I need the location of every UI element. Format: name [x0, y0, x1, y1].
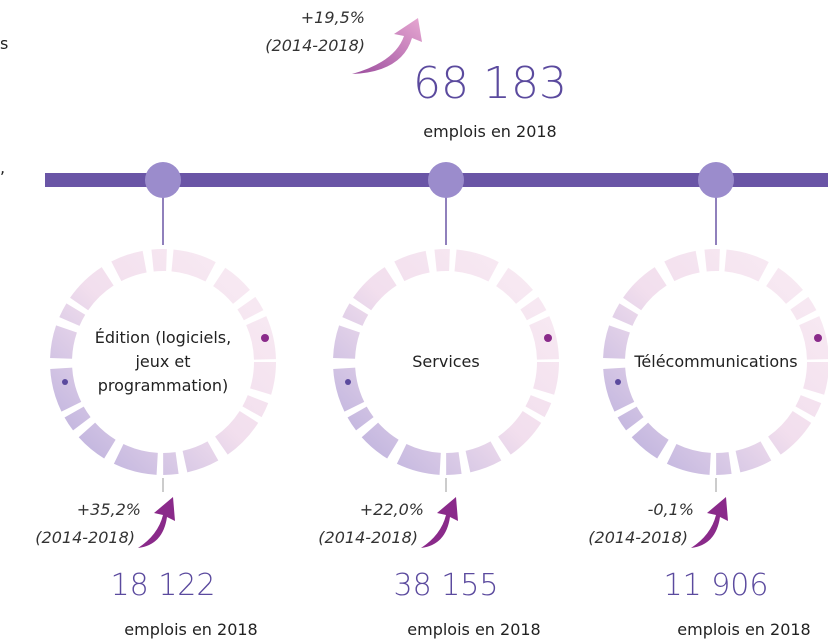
ring-inner: [628, 274, 804, 450]
growth-arrow: [421, 497, 458, 548]
ring-inner: [358, 274, 534, 450]
sector-change: -0,1%: [647, 500, 694, 519]
ring-inner: [75, 274, 251, 450]
total-value: 68 183: [413, 58, 567, 109]
sector-label: Télécommunications: [634, 352, 798, 371]
growth-arrow: [691, 497, 728, 548]
sector-period: (2014-2018): [35, 528, 135, 547]
sector-value: 11 906: [663, 568, 769, 603]
sector-period: (2014-2018): [318, 528, 418, 547]
sector-value: 38 155: [393, 568, 499, 603]
dot: [615, 379, 621, 385]
sector-change: +22,0%: [359, 500, 424, 519]
fragment: ,: [0, 158, 6, 177]
sector-period: (2014-2018): [588, 528, 688, 547]
total-period: (2014-2018): [265, 36, 365, 55]
node: [145, 162, 181, 198]
node: [698, 162, 734, 198]
sector-value: 18 122: [110, 568, 216, 603]
fragment: s: [0, 34, 9, 53]
sector-unit: emplois en 2018: [677, 620, 811, 639]
sector-label: Édition (logiciels, jeux et programmatio…: [94, 328, 232, 395]
node: [428, 162, 464, 198]
sector-unit: emplois en 2018: [124, 620, 258, 639]
growth-arrow: [138, 497, 175, 548]
dot: [261, 334, 269, 342]
sector-unit: emplois en 2018: [407, 620, 541, 639]
ring: [50, 249, 276, 475]
total-unit: emplois en 2018: [423, 122, 557, 141]
ring: [333, 249, 559, 475]
sector-label: Services: [412, 352, 480, 371]
ring: [603, 249, 828, 475]
dot: [345, 379, 351, 385]
dot: [814, 334, 822, 342]
dot: [544, 334, 552, 342]
total-change: +19,5%: [300, 8, 365, 27]
sector-change: +35,2%: [76, 500, 141, 519]
growth-arrow: [352, 18, 422, 74]
dot: [62, 379, 68, 385]
